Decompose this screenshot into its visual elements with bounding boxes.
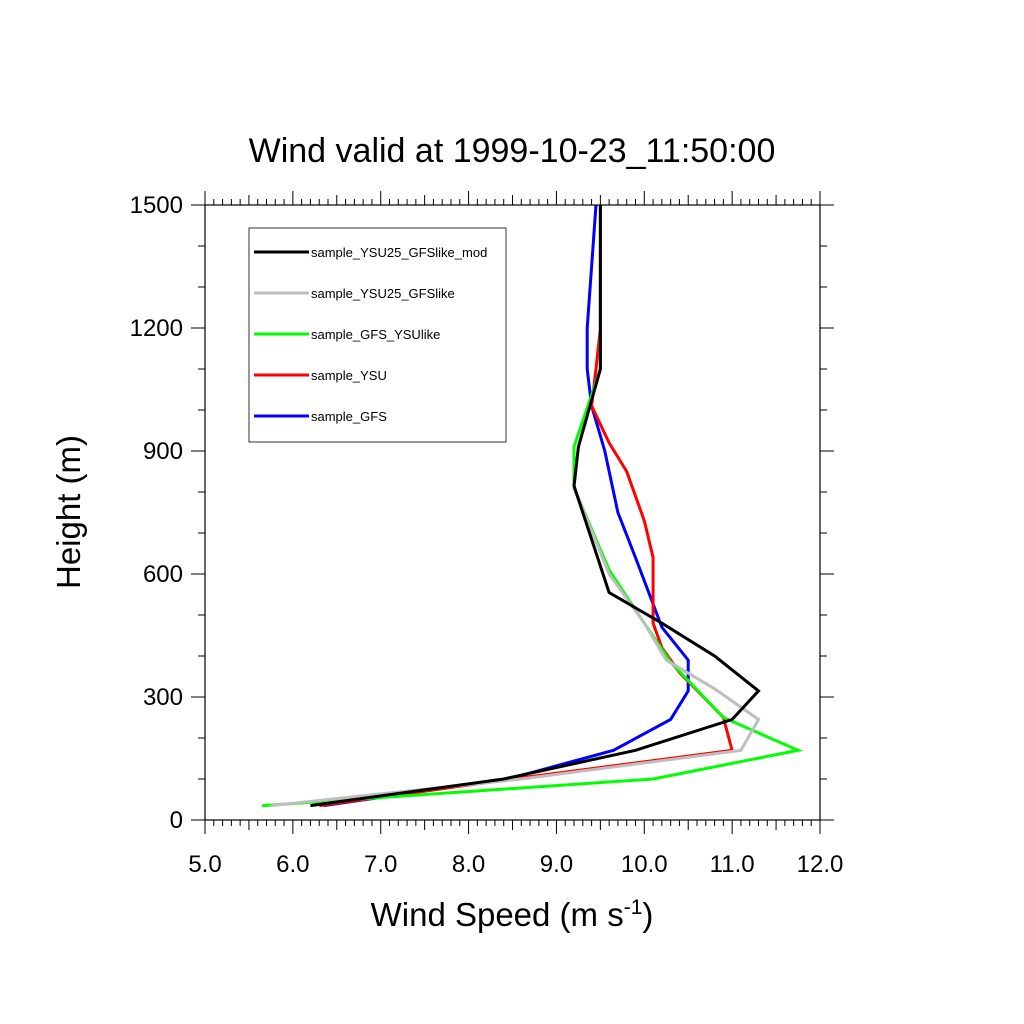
x-tick-label: 12.0 <box>797 851 844 878</box>
legend-label: sample_YSU25_GFSlike_mod <box>311 245 487 260</box>
y-tick-label: 0 <box>170 807 183 834</box>
tick-labels: 5.0 6.0 7.0 8.0 9.0 10.0 11.0 12.0 0 300 600 900 120… <box>130 192 844 878</box>
x-tick-label: 9.0 <box>540 851 573 878</box>
y-tick-label: 600 <box>143 561 183 588</box>
legend-label: sample_GFS <box>311 409 387 424</box>
series-line-sample_YSU25_GFSlike_mod <box>310 205 761 808</box>
chart-title: Wind valid at 1999-10-23_11:50:00 <box>249 132 776 170</box>
series-lines <box>261 204 803 808</box>
y-tick-label: 300 <box>143 684 183 711</box>
y-tick-label: 900 <box>143 438 183 465</box>
legend-label: sample_YSU25_GFSlike <box>311 286 455 301</box>
x-tick-label: 8.0 <box>452 851 485 878</box>
axis-ticks <box>191 191 834 834</box>
y-axis-label: Height (m) <box>50 435 87 589</box>
series-line-sample_GFS <box>323 204 690 808</box>
x-tick-label: 10.0 <box>621 851 668 878</box>
y-tick-label: 1200 <box>130 315 183 342</box>
series-line-sample_YSU <box>318 205 734 808</box>
x-tick-label: 11.0 <box>710 851 755 878</box>
x-tick-label: 7.0 <box>364 851 397 878</box>
x-tick-label: 6.0 <box>276 851 309 878</box>
y-tick-label: 1500 <box>130 192 183 219</box>
x-tick-label: 5.0 <box>188 851 221 878</box>
x-axis-label: Wind Speed (m s-1) <box>371 896 654 933</box>
legend-label: sample_GFS_YSUlike <box>311 327 440 342</box>
legend: sample_YSU25_GFSlike_mod sample_YSU25_GFS… <box>248 227 507 443</box>
legend-label: sample_YSU <box>311 368 387 383</box>
